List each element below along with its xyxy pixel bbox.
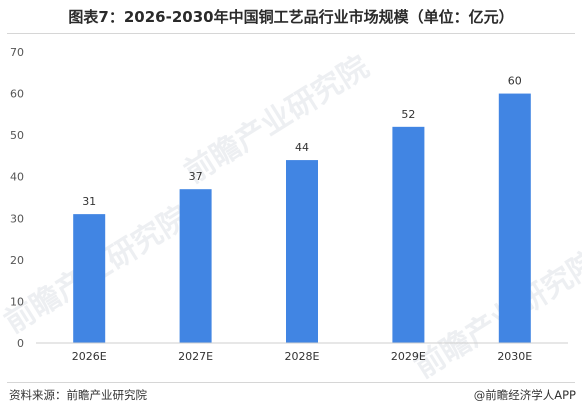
y-tick-label: 50 — [10, 129, 24, 142]
bar-2028E — [286, 160, 318, 343]
footer-divider — [7, 382, 575, 383]
x-tick-label: 2028E — [285, 350, 320, 363]
y-tick-label: 40 — [10, 171, 24, 184]
source-note: 资料来源：前瞻产业研究院 — [9, 388, 147, 402]
y-axis: 0 10 20 30 40 50 60 70 — [10, 46, 24, 350]
bar-2029E — [392, 126, 425, 343]
data-label: 37 — [189, 170, 203, 183]
y-tick-label: 20 — [10, 254, 24, 267]
data-label: 44 — [295, 141, 309, 154]
bars: 31 37 44 52 60 — [73, 75, 531, 343]
x-tick-label: 2026E — [72, 350, 107, 363]
y-tick-label: 0 — [17, 337, 24, 350]
title-divider — [7, 33, 575, 34]
data-label: 31 — [82, 195, 96, 208]
y-tick-label: 60 — [10, 88, 24, 101]
credit-note: @前瞻经济学人APP — [473, 388, 576, 402]
x-axis: 2026E 2027E 2028E 2029E 2030E — [36, 342, 568, 363]
x-tick-label: 2030E — [497, 350, 532, 363]
x-tick-label: 2027E — [178, 350, 213, 363]
bar-2027E — [179, 189, 212, 343]
data-label: 52 — [401, 108, 415, 121]
y-tick-label: 10 — [10, 295, 24, 308]
data-label: 60 — [508, 75, 522, 88]
y-tick-label: 30 — [10, 212, 24, 225]
chart-title: 图表7：2026-2030年中国铜工艺品行业市场规模（单位：亿元） — [68, 8, 514, 26]
x-tick-label: 2029E — [391, 350, 426, 363]
bar-2026E — [73, 214, 106, 343]
bar-2030E — [498, 93, 531, 343]
y-tick-label: 70 — [10, 46, 24, 59]
